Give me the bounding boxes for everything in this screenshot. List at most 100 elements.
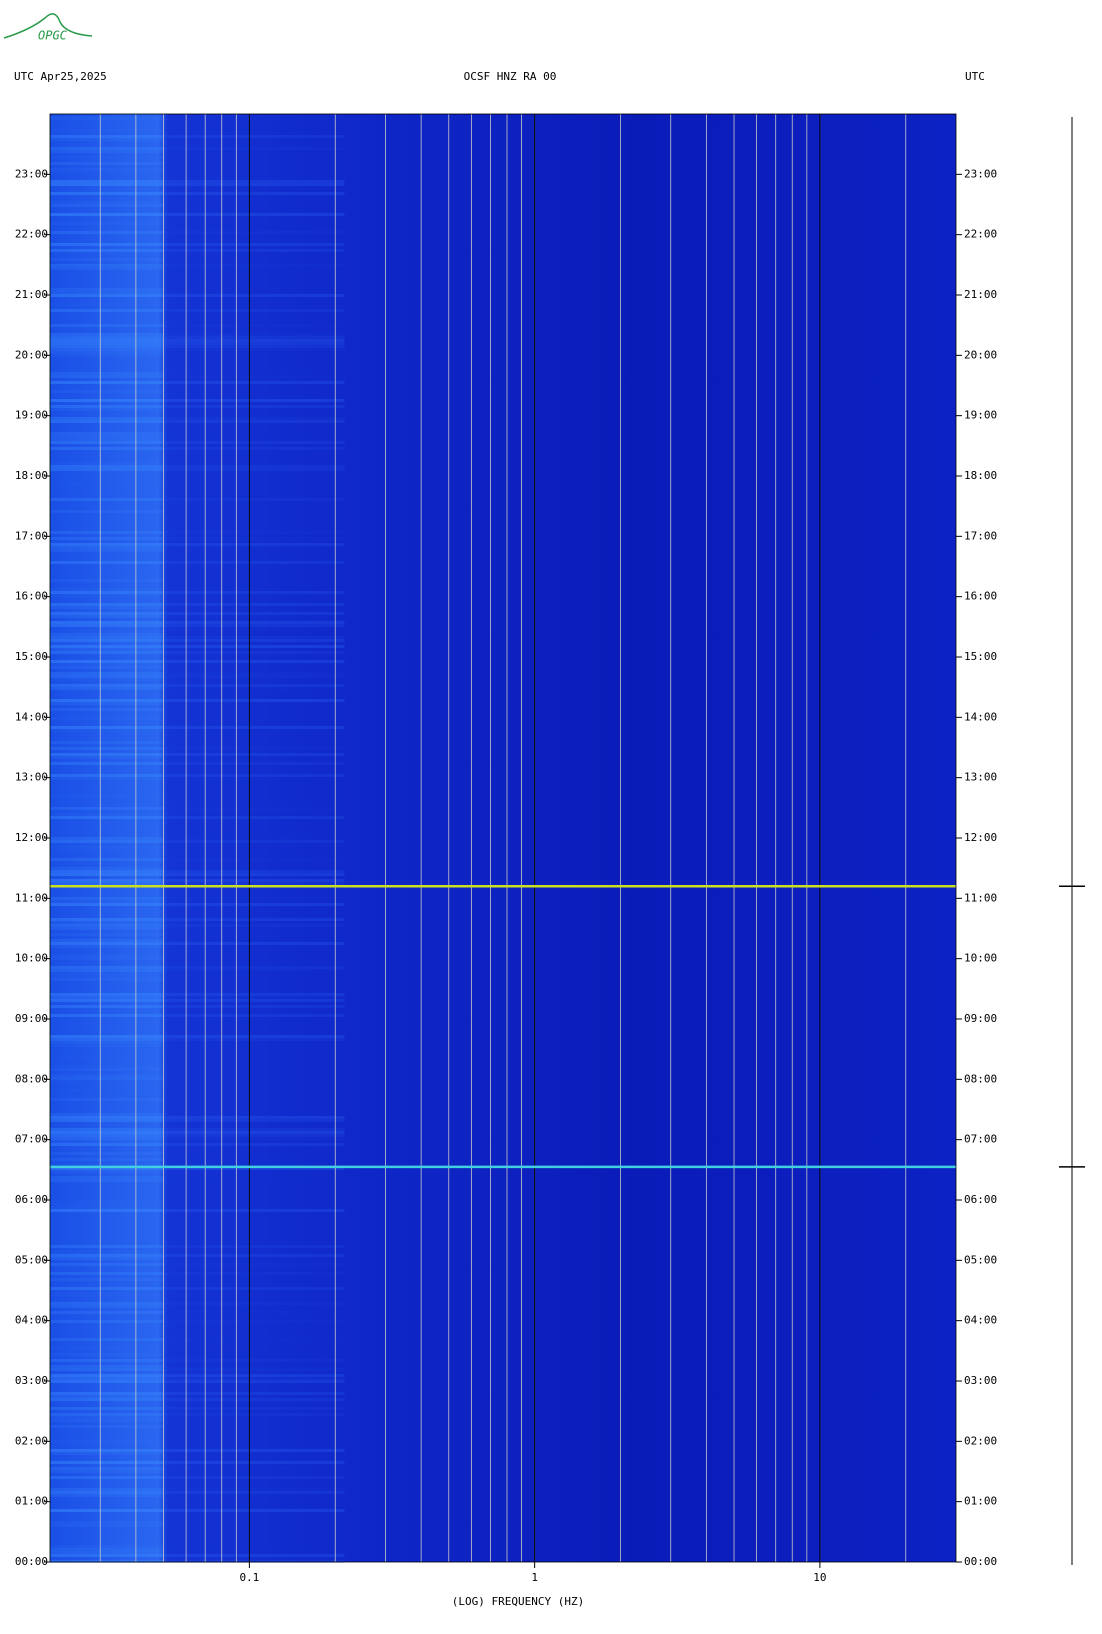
texture-stripe	[163, 1392, 345, 1395]
texture-stripe	[50, 1320, 164, 1323]
texture-stripe	[50, 1365, 164, 1368]
texture-stripe	[50, 372, 164, 375]
texture-stripe	[50, 969, 164, 972]
texture-stripe	[163, 924, 345, 927]
texture-stripe	[50, 324, 164, 327]
y-tick-label: 18:00	[15, 469, 48, 482]
y-tick-label: 19:00	[15, 409, 48, 422]
texture-stripe	[50, 543, 164, 546]
texture-stripe	[50, 927, 164, 930]
texture-stripe	[50, 699, 164, 702]
texture-stripe	[50, 438, 164, 441]
texture-stripe	[50, 618, 163, 621]
texture-stripe	[50, 1056, 163, 1059]
texture-stripe	[50, 1263, 164, 1266]
texture-stripe	[50, 993, 164, 996]
texture-stripe	[163, 465, 345, 468]
texture-stripe	[163, 591, 345, 594]
texture-stripe	[50, 1248, 163, 1251]
texture-stripe	[163, 1038, 345, 1041]
texture-stripe	[50, 231, 164, 234]
texture-stripe	[50, 588, 164, 591]
y-tick-label-right: 02:00	[964, 1434, 997, 1447]
texture-stripe	[50, 867, 164, 870]
texture-stripe	[50, 900, 164, 903]
texture-stripe	[50, 294, 164, 297]
texture-stripe	[50, 813, 164, 816]
texture-stripe	[50, 942, 164, 945]
y-tick-label-right: 17:00	[964, 529, 997, 542]
y-tick-label: 23:00	[15, 167, 48, 180]
texture-stripe	[163, 645, 345, 648]
texture-stripe	[50, 1302, 164, 1305]
texture-stripe	[50, 1293, 164, 1296]
texture-stripe	[50, 870, 164, 873]
y-tick-label-right: 09:00	[964, 1012, 997, 1025]
texture-stripe	[163, 309, 345, 312]
texture-stripe	[50, 954, 164, 957]
y-tick-label-right: 23:00	[964, 167, 997, 180]
y-tick-label: 00:00	[15, 1555, 48, 1568]
y-tick-label-right: 16:00	[964, 590, 997, 603]
y-tick-label: 06:00	[15, 1193, 48, 1206]
texture-stripe	[50, 408, 164, 411]
texture-stripe	[50, 1491, 164, 1494]
texture-stripe	[163, 612, 345, 615]
x-tick-label: 10	[813, 1571, 826, 1584]
texture-stripe	[163, 375, 345, 378]
texture-stripe	[50, 1266, 163, 1269]
texture-stripe	[50, 1245, 164, 1248]
texture-stripe	[163, 1311, 344, 1314]
texture-stripe	[163, 897, 344, 900]
texture-stripe	[163, 726, 345, 729]
texture-stripe	[50, 1203, 164, 1206]
texture-stripe	[50, 276, 163, 279]
y-tick-label-right: 07:00	[964, 1133, 997, 1146]
y-tick-label: 22:00	[15, 228, 48, 241]
texture-stripe	[50, 1488, 164, 1491]
texture-stripe	[50, 957, 164, 960]
texture-stripe	[50, 1035, 164, 1038]
texture-stripe	[50, 1287, 164, 1290]
texture-stripe	[50, 1167, 164, 1170]
y-tick-label-right: 11:00	[964, 891, 997, 904]
texture-stripe	[163, 873, 345, 876]
texture-stripe	[50, 645, 164, 648]
texture-stripe	[163, 1143, 345, 1146]
texture-stripe	[50, 795, 164, 798]
texture-stripe	[50, 615, 164, 618]
texture-stripe	[163, 996, 345, 999]
texture-stripe	[50, 1134, 164, 1137]
texture-stripe	[50, 1311, 164, 1314]
texture-stripe	[50, 1425, 164, 1428]
texture-stripe	[163, 966, 345, 969]
texture-stripe	[50, 156, 164, 159]
texture-stripe	[50, 666, 164, 669]
texture-stripe	[50, 1272, 164, 1275]
y-tick-label: 04:00	[15, 1314, 48, 1327]
y-tick-label-right: 21:00	[964, 288, 997, 301]
texture-stripe	[50, 348, 164, 351]
texture-stripe	[50, 1467, 164, 1470]
texture-stripe	[163, 1449, 345, 1452]
y-tick-label-right: 20:00	[964, 348, 997, 361]
texture-stripe	[50, 972, 164, 975]
texture-stripe	[50, 621, 164, 624]
texture-stripe	[163, 324, 345, 327]
texture-stripe	[50, 1068, 164, 1071]
texture-stripe	[50, 531, 164, 534]
texture-stripe	[50, 660, 164, 663]
texture-stripe	[163, 1374, 345, 1377]
texture-stripe	[163, 1179, 344, 1182]
texture-stripe	[50, 882, 164, 885]
logo-curve	[3, 13, 93, 39]
texture-stripe	[50, 642, 164, 645]
texture-stripe	[163, 381, 345, 384]
texture-stripe	[50, 1347, 164, 1350]
texture-stripe	[163, 651, 345, 654]
texture-stripe	[50, 1560, 164, 1563]
texture-stripe	[50, 171, 163, 174]
texture-stripe	[50, 1005, 164, 1008]
